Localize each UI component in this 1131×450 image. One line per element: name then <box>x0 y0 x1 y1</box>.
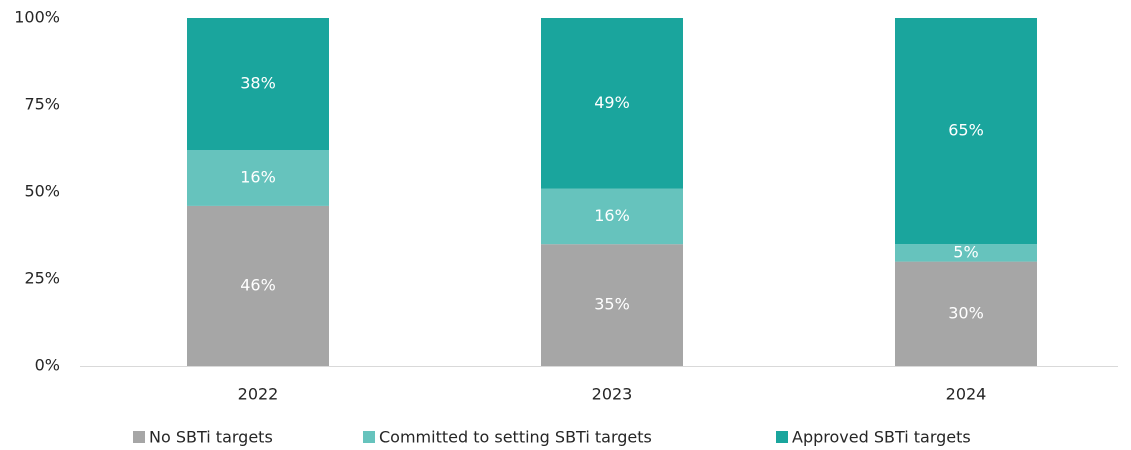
bar-segment <box>541 18 683 189</box>
data-label: 38% <box>240 74 276 93</box>
legend-label: No SBTi targets <box>149 428 273 447</box>
x-tick-label: 2022 <box>238 385 279 404</box>
data-label: 49% <box>594 93 630 112</box>
data-label: 35% <box>594 295 630 314</box>
bar-segment <box>541 188 683 245</box>
data-label: 16% <box>594 206 630 225</box>
bar-segment <box>541 244 683 366</box>
x-tick-label: 2024 <box>946 385 987 404</box>
data-label: 16% <box>240 168 276 187</box>
data-label: 65% <box>948 121 984 140</box>
data-label: 5% <box>953 242 978 261</box>
data-label: 46% <box>240 275 276 294</box>
bar-segment <box>187 150 329 206</box>
bar-segment <box>187 205 329 366</box>
legend-swatch <box>776 431 788 443</box>
y-tick-label: 0% <box>35 356 60 375</box>
y-tick-label: 100% <box>14 8 60 27</box>
bar-segment <box>895 244 1037 262</box>
data-label: 30% <box>948 303 984 322</box>
x-tick-label: 2023 <box>592 385 633 404</box>
legend-label: Approved SBTi targets <box>792 428 971 447</box>
bar-segment <box>895 261 1037 366</box>
legend-label: Committed to setting SBTi targets <box>379 428 652 447</box>
y-tick-label: 25% <box>24 269 60 288</box>
y-tick-label: 50% <box>24 182 60 201</box>
y-tick-label: 75% <box>24 95 60 114</box>
bar-segment <box>187 18 329 151</box>
legend-swatch <box>133 431 145 443</box>
bar-segment <box>895 18 1037 245</box>
legend-swatch <box>363 431 375 443</box>
